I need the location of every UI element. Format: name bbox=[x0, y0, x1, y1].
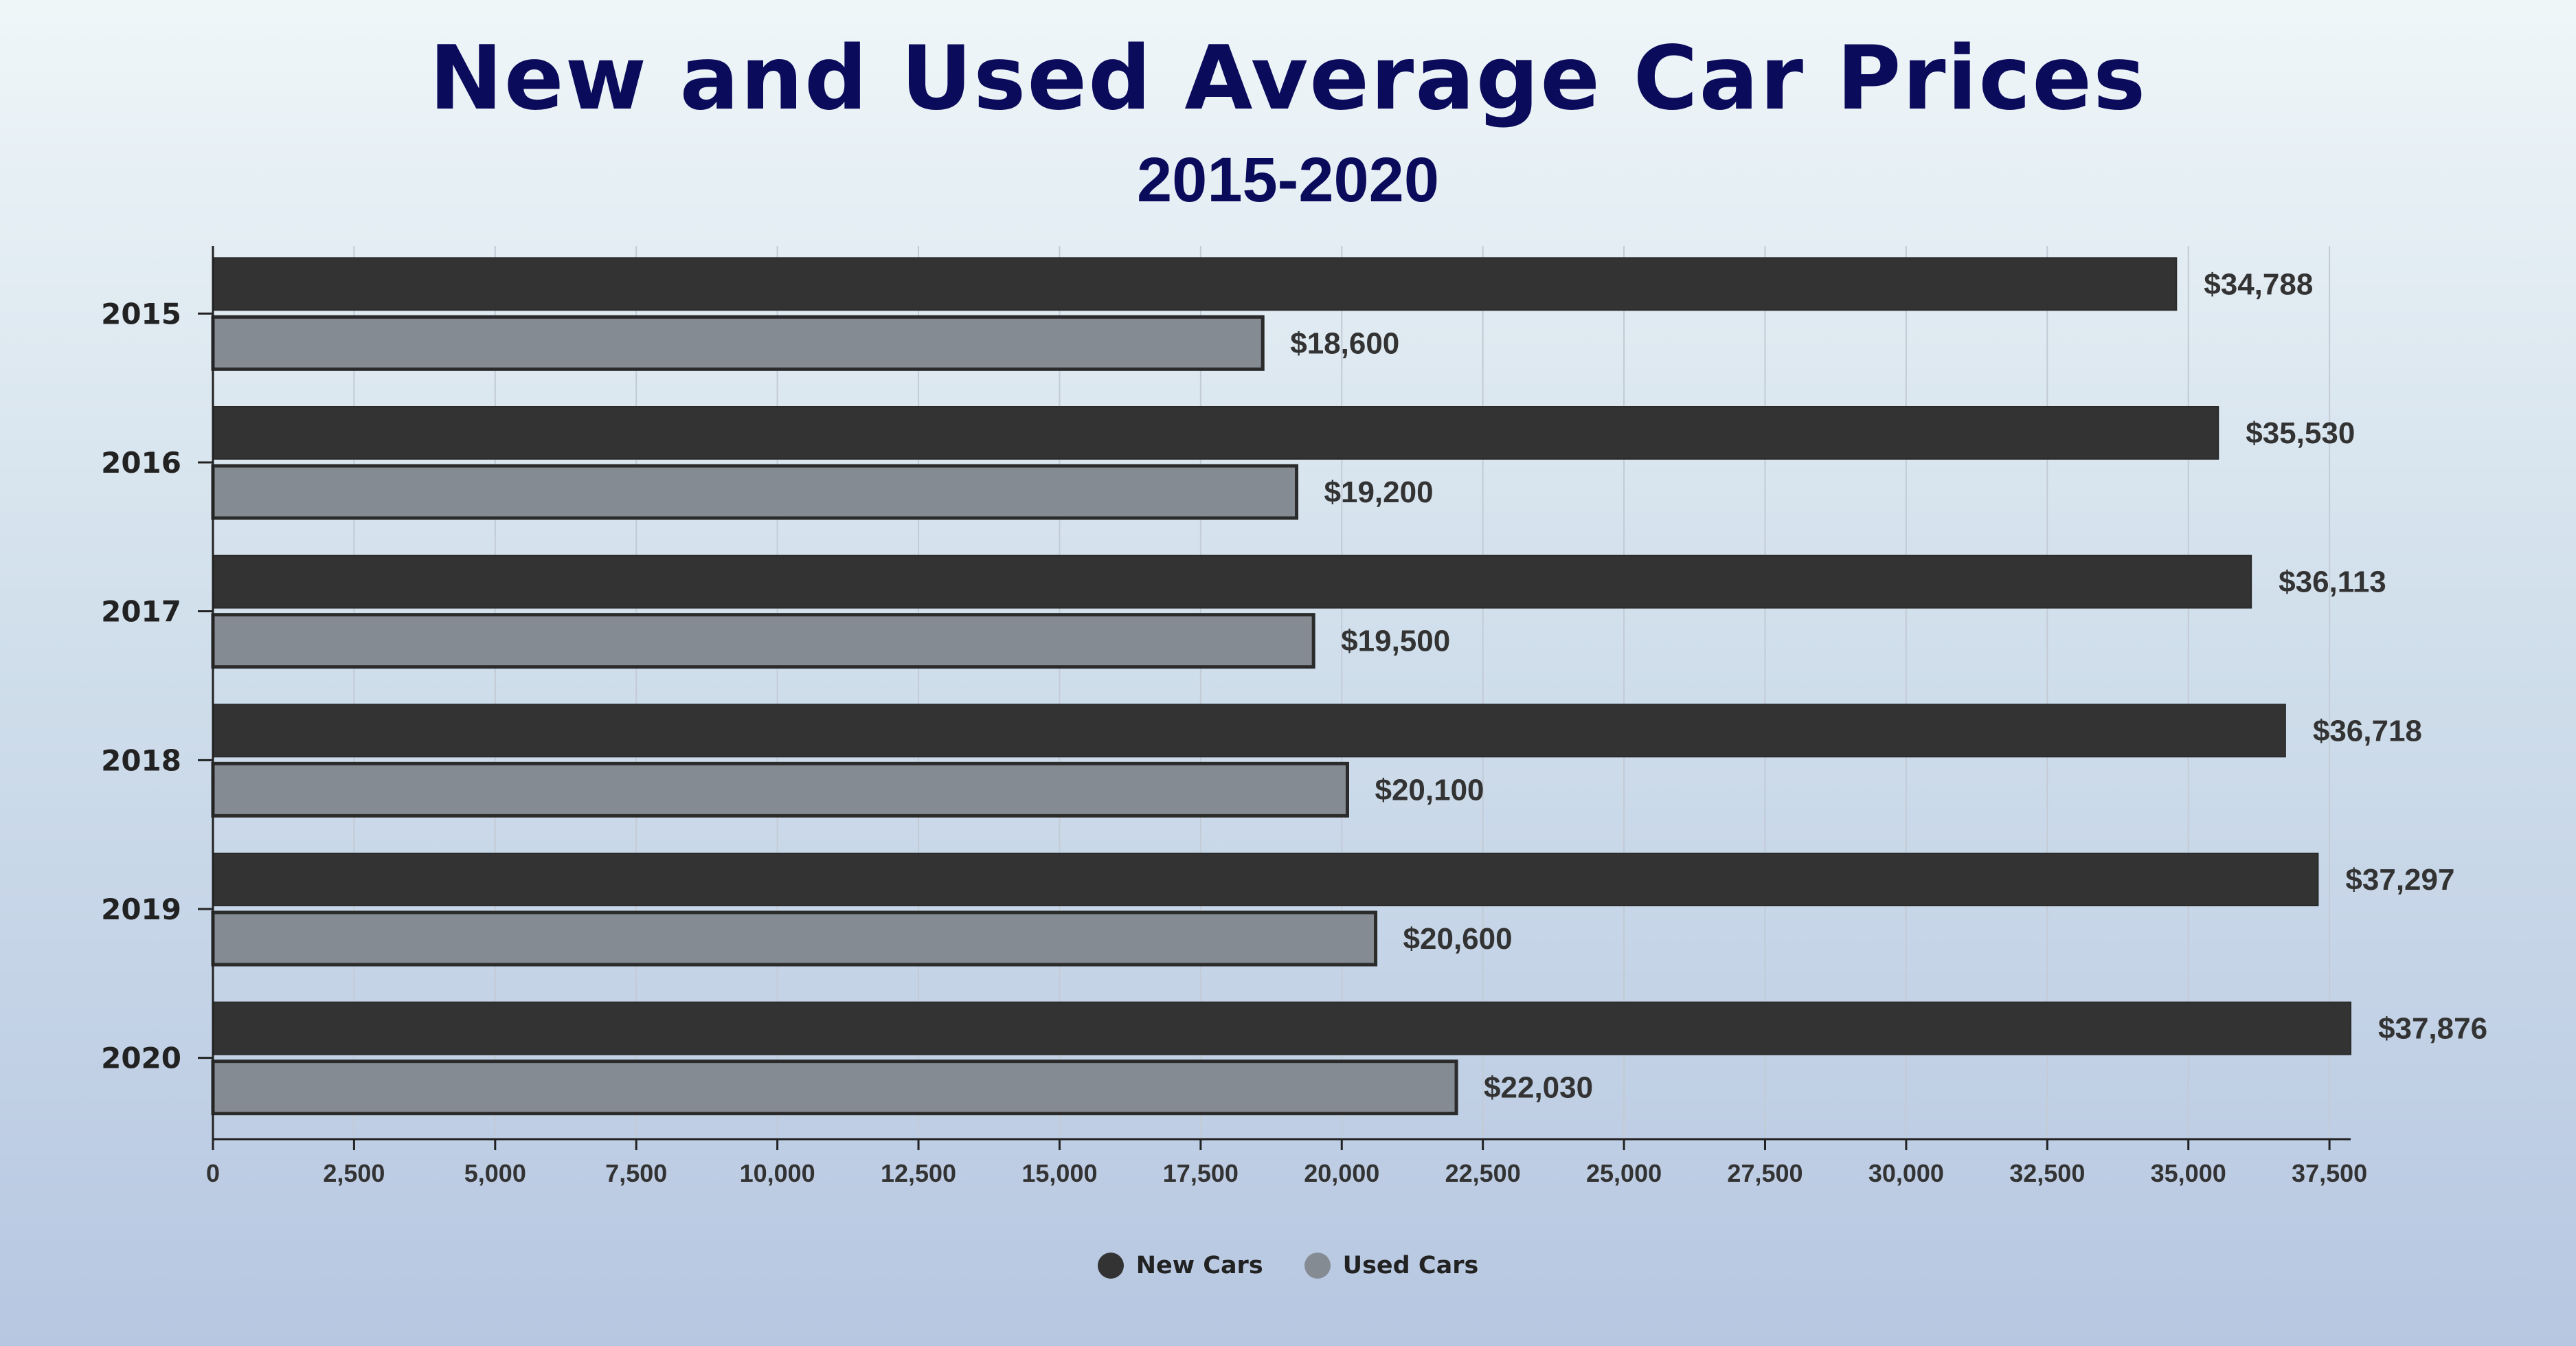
x-tick-label: 12,500 bbox=[881, 1159, 956, 1187]
legend-label-used-cars: Used Cars bbox=[1342, 1252, 1479, 1279]
y-tick-label: 2016 bbox=[101, 446, 181, 480]
data-label-new-cars: $36,113 bbox=[2279, 565, 2386, 599]
x-tick-label: 17,500 bbox=[1163, 1159, 1239, 1187]
x-tick-label: 5,000 bbox=[464, 1159, 526, 1187]
chart-title: New and Used Average Car Prices bbox=[429, 27, 2147, 130]
x-tick-label: 35,000 bbox=[2151, 1159, 2226, 1187]
bar-new-cars bbox=[212, 704, 2286, 758]
y-tick-label: 2018 bbox=[101, 743, 181, 777]
bar-used-cars bbox=[211, 1059, 1458, 1116]
bar-new-cars bbox=[212, 257, 2178, 311]
bar-used-cars bbox=[211, 613, 1315, 669]
legend-item-new-cars: New Cars bbox=[1097, 1252, 1263, 1279]
data-label-used-cars: $20,100 bbox=[1375, 773, 1484, 807]
x-tick-label: 37,500 bbox=[2292, 1159, 2367, 1187]
x-tick-label: 25,000 bbox=[1586, 1159, 1662, 1187]
legend-swatch-used-cars bbox=[1304, 1253, 1331, 1279]
data-label-new-cars: $35,530 bbox=[2246, 416, 2355, 450]
bar-new-cars bbox=[212, 406, 2219, 460]
data-label-used-cars: $20,600 bbox=[1403, 922, 1513, 956]
legend-item-used-cars: Used Cars bbox=[1304, 1252, 1479, 1279]
bar-used-cars bbox=[211, 464, 1299, 520]
chart-subtitle: 2015-2020 bbox=[1137, 145, 1439, 215]
chart-legend: New Cars Used Cars bbox=[0, 1252, 2576, 1279]
x-tick-label: 30,000 bbox=[1868, 1159, 1944, 1187]
bar-used-cars bbox=[211, 910, 1378, 967]
data-label-used-cars: $22,030 bbox=[1484, 1071, 1593, 1105]
x-tick-label: 20,000 bbox=[1304, 1159, 1379, 1187]
data-label-new-cars: $37,297 bbox=[2345, 863, 2454, 897]
data-label-used-cars: $19,200 bbox=[1324, 475, 1434, 509]
data-label-new-cars: $36,718 bbox=[2313, 714, 2422, 748]
bar-used-cars bbox=[211, 315, 1265, 371]
x-tick-label: 27,500 bbox=[1727, 1159, 1803, 1187]
bar-new-cars bbox=[212, 554, 2252, 609]
y-tick-label: 2017 bbox=[101, 595, 181, 629]
bar-new-cars bbox=[212, 853, 2319, 906]
x-tick-label: 32,500 bbox=[2009, 1159, 2085, 1187]
x-tick-label: 7,500 bbox=[605, 1159, 667, 1187]
data-label-new-cars: $34,788 bbox=[2204, 267, 2313, 301]
bar-used-cars bbox=[211, 761, 1349, 818]
x-tick-label: 0 bbox=[206, 1159, 220, 1187]
x-tick-label: 15,000 bbox=[1021, 1159, 1097, 1187]
legend-label-new-cars: New Cars bbox=[1136, 1252, 1263, 1279]
data-label-used-cars: $18,600 bbox=[1290, 326, 1399, 360]
x-tick-label: 10,000 bbox=[740, 1159, 815, 1187]
x-tick-label: 2,500 bbox=[323, 1159, 385, 1187]
x-tick-label: 22,500 bbox=[1445, 1159, 1521, 1187]
y-tick-label: 2020 bbox=[101, 1042, 181, 1075]
data-label-new-cars: $37,876 bbox=[2378, 1012, 2487, 1046]
legend-swatch-new-cars bbox=[1097, 1253, 1124, 1279]
y-tick-label: 2015 bbox=[101, 297, 181, 330]
y-tick-label: 2019 bbox=[101, 893, 181, 926]
data-label-used-cars: $19,500 bbox=[1341, 625, 1450, 658]
bar-new-cars bbox=[212, 1001, 2351, 1055]
